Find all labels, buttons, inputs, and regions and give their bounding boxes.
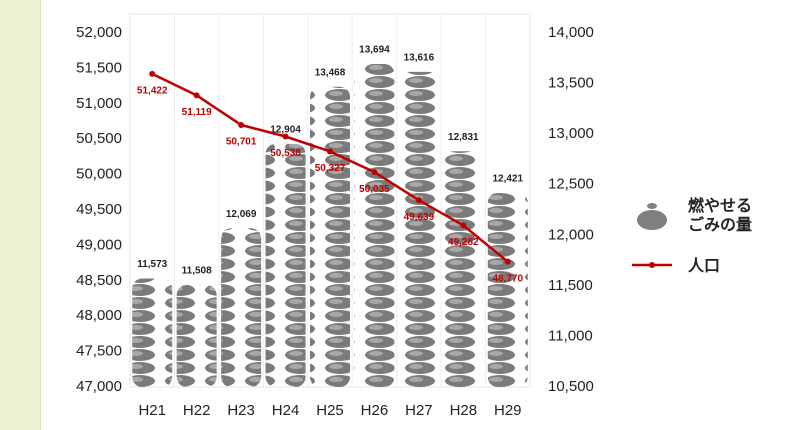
data-label: 51,119 [182,107,212,118]
legend-symbol [637,210,667,230]
data-label: 13,694 [359,45,390,56]
y2-tick-label: 10,500 [548,378,594,395]
legend-label: 燃やせるごみの量 [688,196,753,234]
line-point [238,121,245,128]
data-label: 50,538 [270,148,301,159]
data-label: 11,508 [182,266,212,277]
x-tick-label: H29 [494,402,522,419]
data-label: 50,035 [359,184,390,195]
data-label: 50,701 [226,137,257,148]
y-tick-label: 47,000 [76,378,122,395]
bar [443,151,484,387]
y2-tick-label: 11,500 [548,277,593,294]
x-tick-label: H23 [227,402,255,419]
y-tick-label: 50,500 [76,130,122,147]
y-tick-label: 48,500 [76,272,122,289]
x-tick-label: H26 [361,402,389,419]
y-tick-label: 49,500 [76,201,122,218]
y-tick-label: 47,500 [76,343,122,360]
x-tick-label: H24 [272,402,300,419]
data-label: 13,468 [315,67,346,78]
bar [132,278,173,387]
data-label: 12,831 [448,132,479,143]
data-label: 12,904 [270,124,301,135]
legend-symbol [649,262,655,268]
line-point [193,92,200,99]
data-label: 13,616 [404,52,435,63]
y2-tick-label: 14,000 [548,24,594,41]
y-tick-label: 52,000 [76,24,122,41]
line-point [415,197,422,204]
side-strip [0,0,40,430]
data-label: 50,327 [315,163,346,174]
data-label: 11,573 [137,259,167,270]
data-label: 48,770 [492,273,523,284]
line-point [371,169,378,176]
legend-symbol [647,203,657,209]
bar [221,228,262,387]
x-tick-label: H27 [405,402,433,419]
x-tick-label: H28 [450,402,478,419]
bar [487,192,528,387]
y2-tick-label: 13,500 [548,75,594,92]
x-tick-label: H25 [316,402,344,419]
y-tick-label: 49,000 [76,236,122,253]
y-tick-label: 51,500 [76,59,122,76]
line-point [504,258,511,265]
data-label: 12,421 [492,173,523,184]
legend-label: 人口 [688,256,721,275]
line-point [460,222,467,229]
y2-tick-label: 12,000 [548,226,594,243]
x-tick-label: H22 [183,402,211,419]
data-label: 49,639 [404,212,435,223]
y2-tick-label: 12,500 [548,176,594,193]
bar [176,285,217,387]
line-point [327,148,333,155]
y-tick-label: 48,000 [76,307,122,324]
line-point [282,133,289,140]
y2-tick-label: 11,000 [548,327,593,344]
line-point [149,70,156,77]
y-tick-label: 51,000 [76,95,122,112]
bar [354,63,395,388]
data-label: 12,069 [226,209,257,220]
y2-tick-label: 13,000 [548,125,594,142]
bar [265,143,306,387]
x-tick-label: H21 [138,402,166,419]
data-label: 51,422 [137,86,168,97]
bar [310,86,350,388]
data-label: 49,282 [448,237,479,248]
y-tick-label: 50,000 [76,166,122,183]
bar [398,71,439,387]
